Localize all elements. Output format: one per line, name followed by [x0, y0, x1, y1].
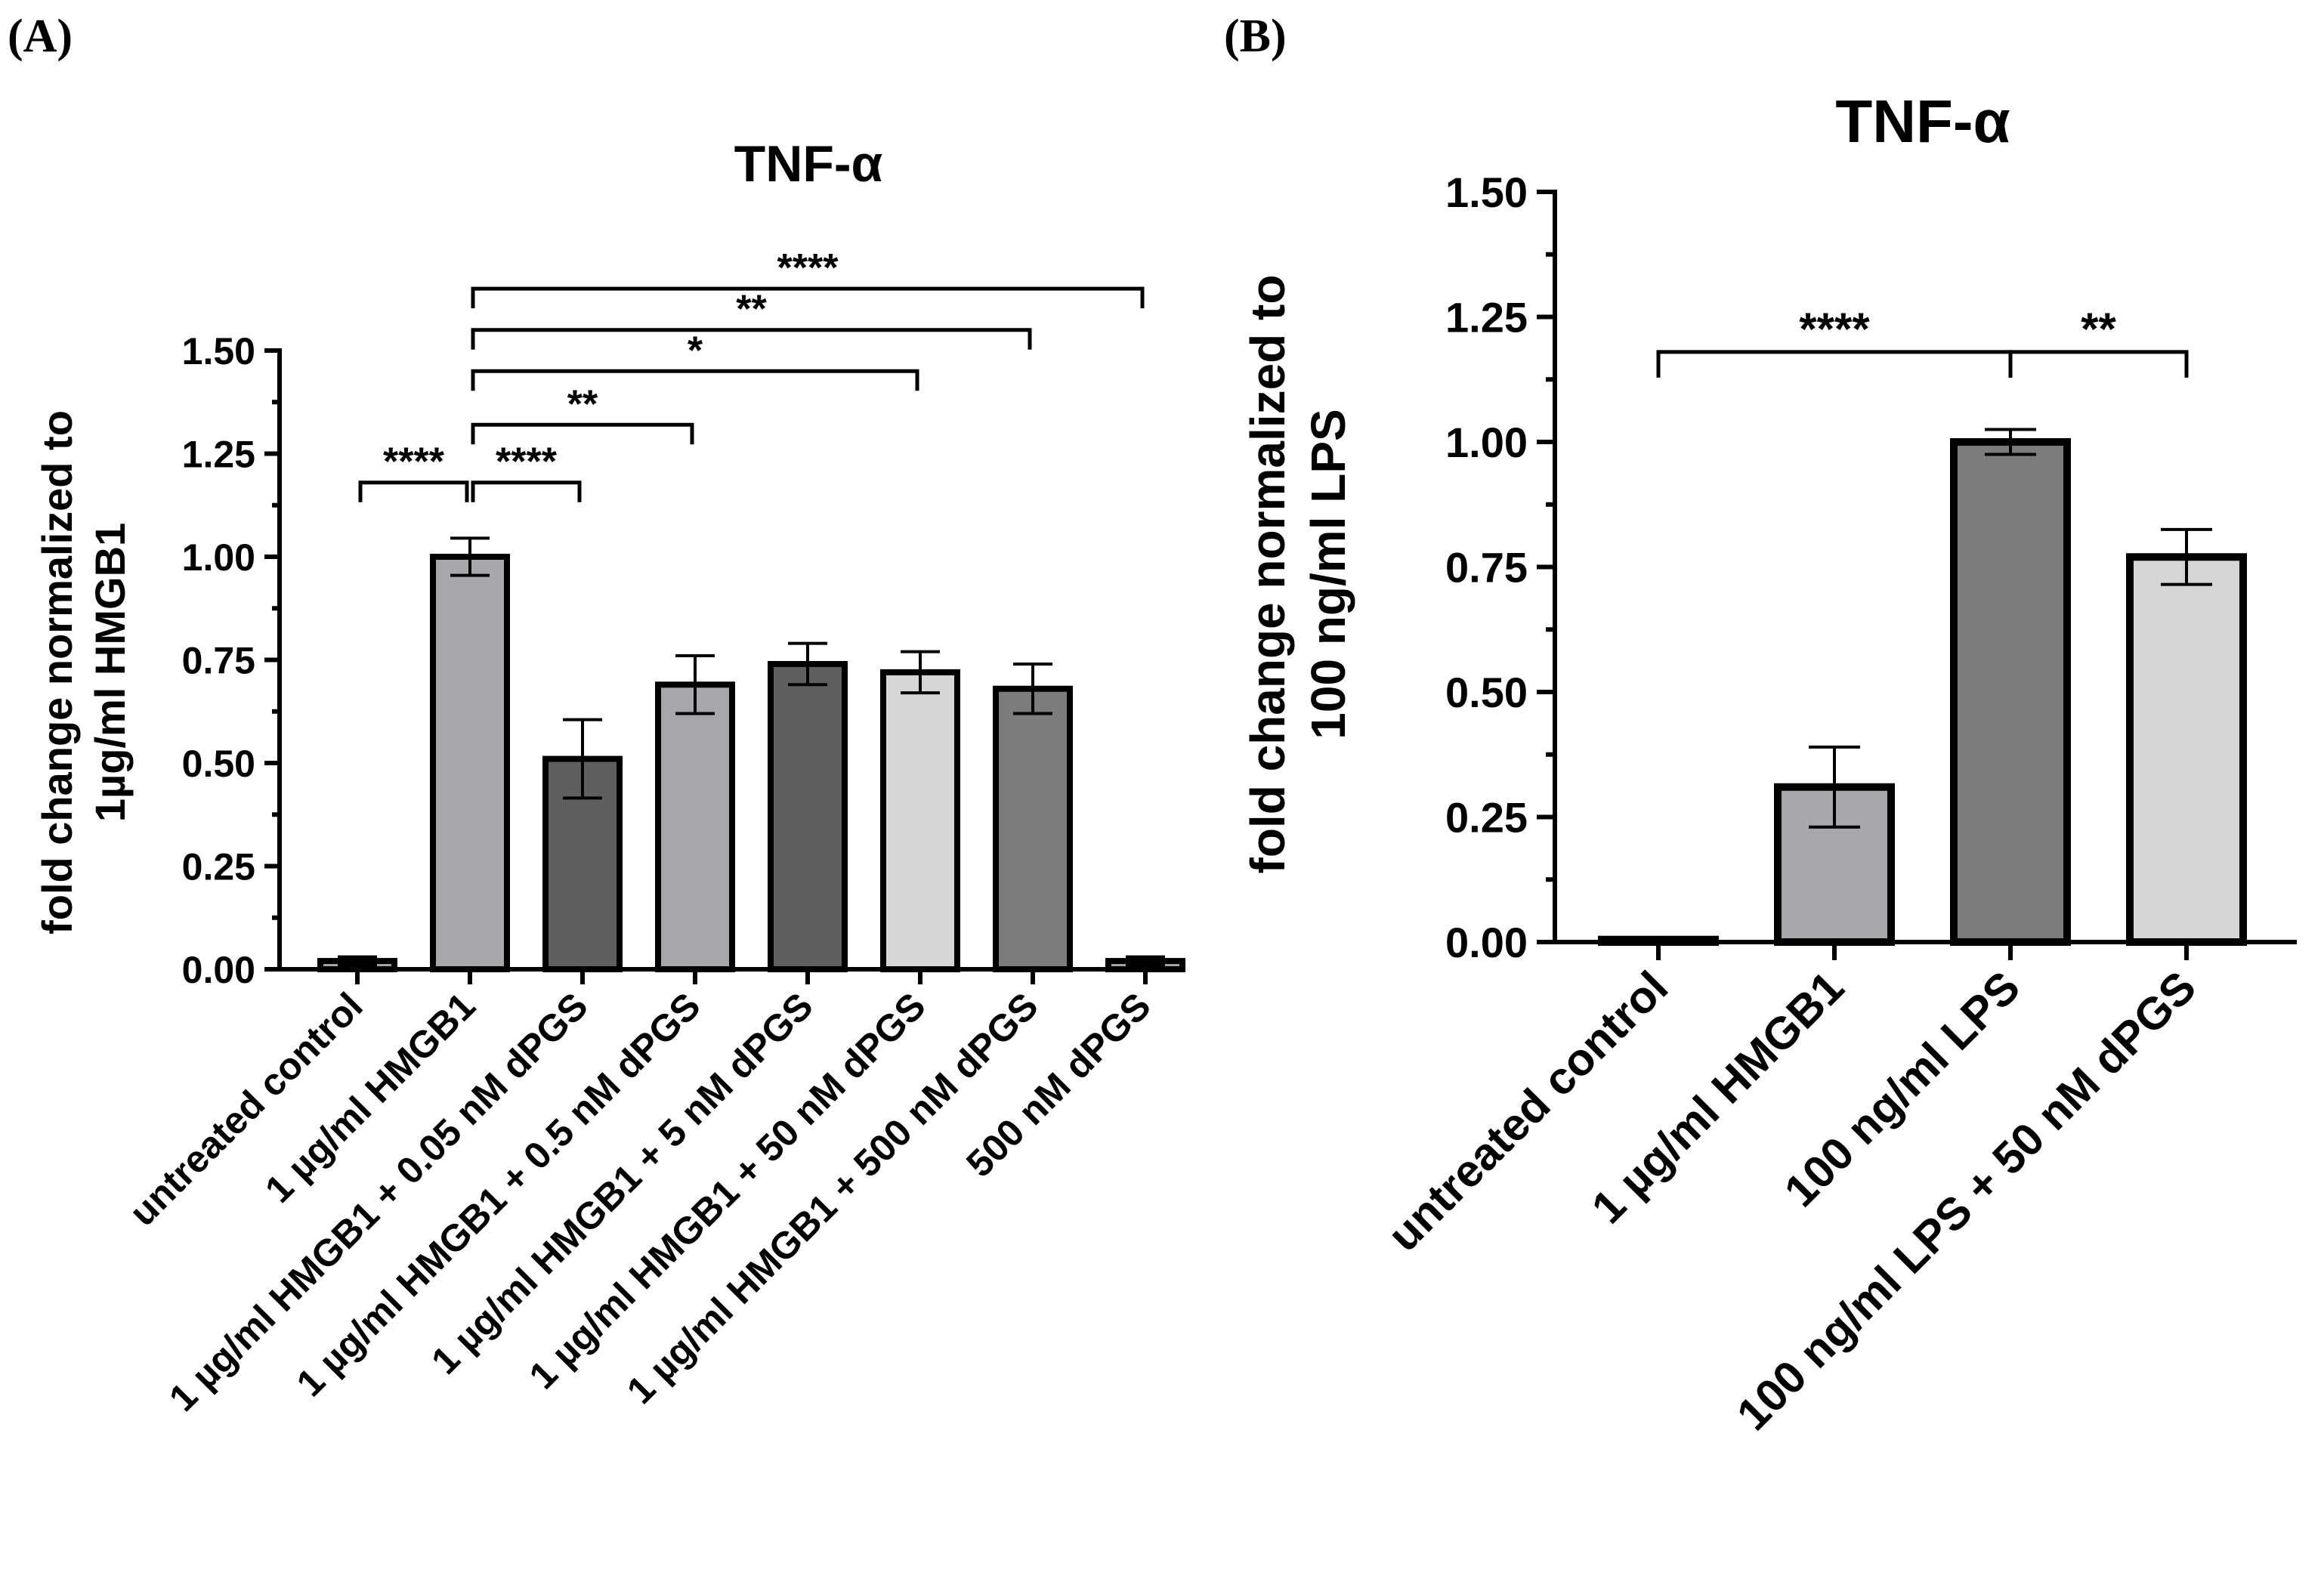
- chart-a-category-label-5: 1 µg/ml HMGB1 + 50 nM dPGS: [521, 984, 934, 1397]
- chart-a-ytick-label: 0.75: [182, 640, 255, 682]
- chart-a-significance-bracket-2: [471, 422, 694, 445]
- chart-b-ytick-label: 0.25: [1445, 794, 1528, 842]
- chart-b-significance-bracket-0: [1656, 350, 2013, 378]
- panel-b-label: (B): [1224, 11, 1287, 62]
- chart-a-significance-bracket-1: [471, 480, 582, 502]
- chart-a-title: TNF-α: [734, 135, 883, 193]
- chart-a-bar-5: [880, 669, 960, 972]
- chart-b-ytick-label: 1.25: [1445, 294, 1528, 341]
- chart-b-ytick-label: 0.75: [1445, 544, 1528, 592]
- chart-b-ytick-label: 0.00: [1445, 919, 1528, 966]
- chart-a-bar-6: [993, 685, 1073, 972]
- chart-b-significance-bracket-1: [2008, 350, 2189, 378]
- chart-a-ytick-label: 0.25: [182, 846, 255, 888]
- chart-a-significance-bracket-0: [358, 480, 469, 502]
- chart-a-category-label-6: 1 µg/ml HMGB1 + 500 nM dPGS: [619, 984, 1046, 1412]
- chart-a-category-label-1: 1 µg/ml HMGB1: [257, 984, 484, 1211]
- chart-b-ytick-label: 1.00: [1445, 419, 1528, 466]
- chart-a-ytick-label: 0.50: [182, 743, 255, 785]
- chart-a-significance-label-4: **: [736, 288, 767, 332]
- chart-a: TNF-α fold change normalized to 1µg/ml H…: [33, 135, 1185, 1420]
- chart-b-bar-2: [1950, 438, 2071, 946]
- chart-a-ytick-label: 0.00: [182, 949, 255, 991]
- chart-a-bar-3: [655, 681, 735, 972]
- chart-a-significance-label-3: *: [688, 329, 703, 372]
- chart-a-significance-label-2: **: [567, 382, 598, 426]
- chart-a-category-label-2: 1 µg/ml HMGB1 + 0.05 nM dPGS: [161, 984, 596, 1420]
- chart-a-ytick-label: 1.50: [182, 330, 255, 372]
- chart-b-ylabel-line1: fold change normalized to: [1241, 275, 1295, 874]
- chart-a-significance-bracket-3: [471, 369, 919, 391]
- chart-b-title: TNF-α: [1835, 88, 2010, 155]
- chart-a-category-label-3: 1 µg/ml HMGB1 + 0.5 nM dPGS: [289, 984, 709, 1404]
- chart-a-bar-4: [768, 660, 848, 973]
- chart-b-ytick-label: 1.50: [1445, 168, 1528, 216]
- chart-b: TNF-α fold change normalized to 100 ng/m…: [1241, 88, 2297, 1440]
- chart-b-bar-0: [1598, 935, 1719, 946]
- chart-a-significance-label-1: ****: [496, 440, 558, 484]
- chart-b-significance-label-0: ****: [1799, 304, 1870, 354]
- chart-a-ytick-label: 1.25: [182, 434, 255, 476]
- chart-a-ylabel-line2: 1µg/ml HMGB1: [86, 523, 134, 822]
- chart-a-significance-bracket-5: [471, 286, 1145, 309]
- chart-b-significance-label-1: **: [2081, 304, 2116, 354]
- chart-a-ylabel-line1: fold change normalized to: [33, 410, 81, 935]
- chart-a-ytick-label: 1.00: [182, 536, 255, 579]
- chart-a-significance-label-5: ****: [777, 246, 839, 290]
- chart-a-significance-label-0: ****: [383, 440, 445, 484]
- chart-a-bar-1: [430, 554, 510, 972]
- panel-a-label: (A): [8, 11, 73, 62]
- chart-b-ytick-label: 0.50: [1445, 669, 1528, 716]
- chart-b-ylabel-line2: 100 ng/ml LPS: [1301, 409, 1355, 739]
- chart-a-significance-bracket-4: [471, 328, 1032, 350]
- chart-b-bar-3: [2126, 553, 2247, 946]
